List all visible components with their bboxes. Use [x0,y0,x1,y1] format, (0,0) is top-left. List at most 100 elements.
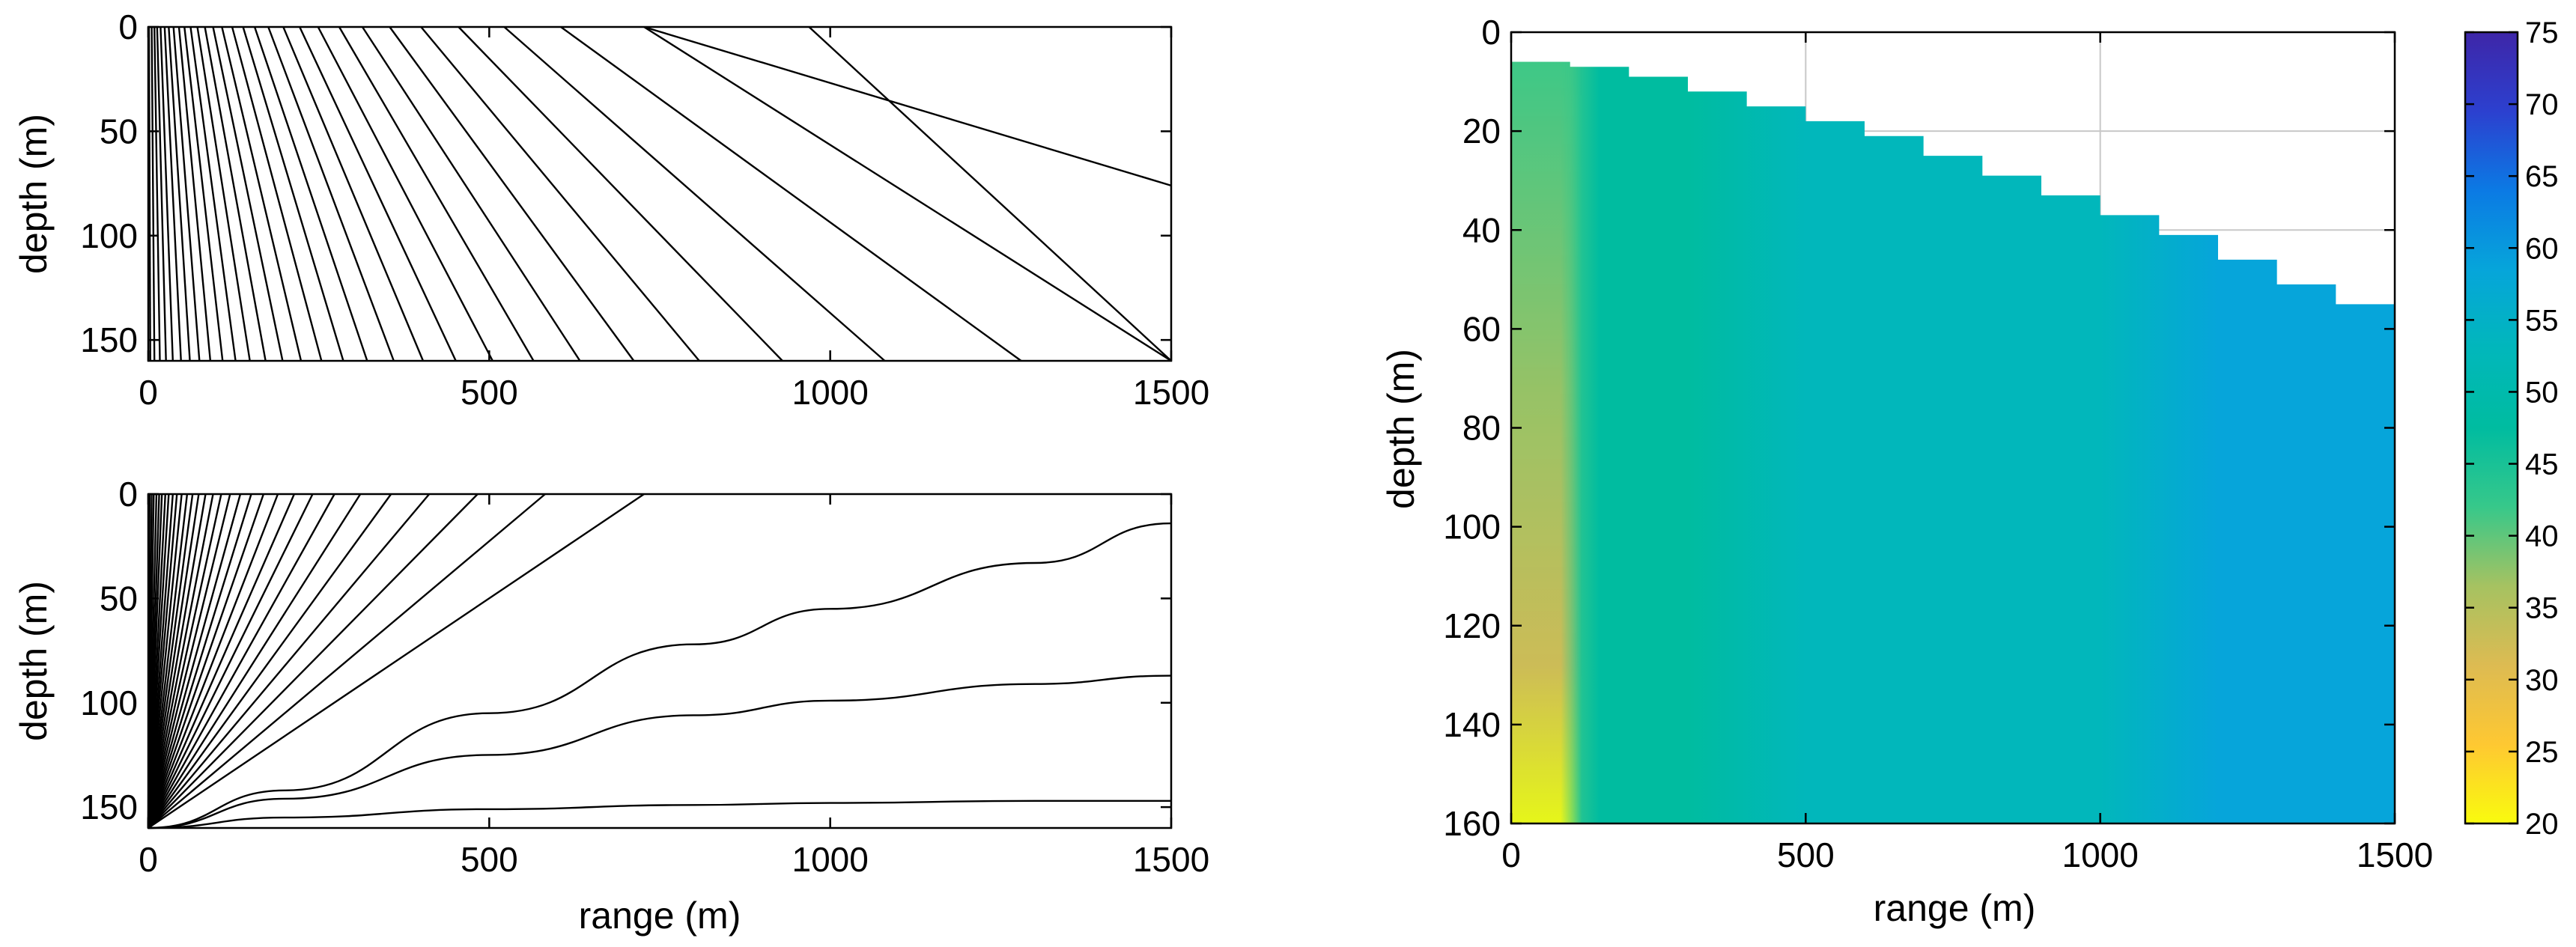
right-y-tick-label: 60 [1462,309,1501,348]
bottom-left-ticks: 0 500 1000 1500 0 50 100 150 [80,475,1209,879]
top-left-x-tick-label: 1000 [792,373,868,412]
ray [147,493,242,829]
ray [147,493,252,829]
ray [148,800,1171,829]
ray [148,675,1172,829]
ray [212,26,284,362]
ray [267,26,395,362]
right-y-tick-label: 20 [1462,112,1501,150]
ray [147,493,279,829]
right-y-tick-label: 40 [1462,210,1501,249]
ray [147,493,265,829]
bottom-left-x-tick-label: 500 [461,840,518,879]
colorbar-tick-label: 50 [2525,376,2559,409]
top-left-rays [148,25,1172,362]
ray [148,493,479,829]
ray [196,26,251,362]
right-heatmap-plot: 0 500 1000 1500 0 20 40 60 80 100 120 140 160 depth … [1380,13,2559,929]
ray [204,26,267,362]
ray [389,26,635,362]
ray [147,493,295,829]
colorbar-ticks: 20 25 30 35 40 45 50 55 60 65 70 75 [2465,16,2559,841]
ray [147,493,207,829]
ray [282,26,425,362]
colorbar-tick-label: 55 [2525,304,2559,337]
ray [147,493,200,829]
right-y-tick-label: 120 [1443,606,1501,645]
bottom-left-x-tick-label: 1000 [792,840,868,879]
bottom-left-x-tick-label: 0 [139,840,158,879]
ray [148,493,645,829]
top-left-y-tick-label: 0 [118,7,138,46]
ray [317,26,493,362]
ray [458,26,783,362]
right-x-tick-label: 1000 [2062,835,2138,874]
ray [147,493,214,829]
ray [361,26,581,362]
ray [253,26,368,362]
top-left-x-tick-label: 500 [461,373,518,412]
ray [172,26,201,362]
ray [560,26,1022,362]
ray [808,26,1172,362]
heatmap-field [1511,61,2395,823]
ray [242,26,344,362]
colorbar-tick-label: 60 [2525,232,2559,265]
top-left-ticks: 0 500 1000 1500 0 50 100 150 [80,7,1209,412]
right-x-tick-label: 500 [1777,835,1835,874]
colorbar-tick-label: 70 [2525,88,2559,121]
bottom-left-y-tick-label: 100 [80,683,138,722]
right-x-tick-label: 1500 [2357,835,2433,874]
colorbar-tick-label: 35 [2525,592,2559,625]
right-x-tick-label: 0 [1501,835,1521,874]
ray [231,26,323,362]
bottom-left-y-tick-label: 150 [80,788,138,826]
bottom-left-y-axis-label: depth (m) [13,581,55,741]
colorbar-tick-label: 20 [2525,808,2559,841]
colorbar-tick-label: 25 [2525,736,2559,769]
right-y-tick-label: 80 [1462,409,1501,448]
bottom-left-y-tick-label: 0 [118,475,138,514]
ray [148,493,546,829]
heatmap-near-source [1511,61,1582,823]
top-left-y-tick-label: 100 [80,216,138,255]
right-ticks: 0 500 1000 1500 0 20 40 60 80 100 120 140 160 [1443,13,2433,874]
top-left-y-tick-label: 50 [100,112,138,150]
ray [177,26,212,362]
ray [643,25,1172,362]
ray [148,522,1172,829]
ray [160,26,174,362]
colorbar-tick-label: 45 [2525,448,2559,481]
ray [148,816,160,829]
colorbar-tick-label: 40 [2525,520,2559,553]
bottom-left-x-axis-label: range (m) [579,895,741,937]
top-left-y-axis-label: depth (m) [13,114,55,274]
bottom-left-axes-frame [147,493,1173,829]
right-y-axis-label: depth (m) [1380,349,1422,509]
top-left-ray-plot: 0 500 1000 1500 0 50 100 150 depth (m) [13,7,1209,412]
bottom-left-ray-plot: 0 500 1000 1500 0 50 100 150 depth (m) range (m… [13,475,1209,937]
heatmap-base [1511,61,2395,823]
ray [299,26,457,362]
colorbar-tick-label: 75 [2525,16,2559,49]
right-y-tick-label: 140 [1443,705,1501,744]
right-y-tick-label: 100 [1443,508,1501,546]
right-x-axis-label: range (m) [1874,887,2036,929]
ray [148,493,431,829]
ray [148,493,392,829]
bottom-left-y-tick-label: 50 [100,579,138,618]
ray [183,26,224,362]
ray [163,26,182,362]
bottom-left-x-tick-label: 1500 [1133,840,1209,879]
ray [503,26,886,362]
colorbar-tick-label: 65 [2525,160,2559,193]
ray [147,493,362,829]
top-left-x-tick-label: 1500 [1133,373,1209,412]
ray [147,493,231,829]
ray [156,26,167,362]
ray [189,26,237,362]
top-left-y-tick-label: 150 [80,320,138,359]
ray [151,26,156,362]
ray [420,26,700,362]
